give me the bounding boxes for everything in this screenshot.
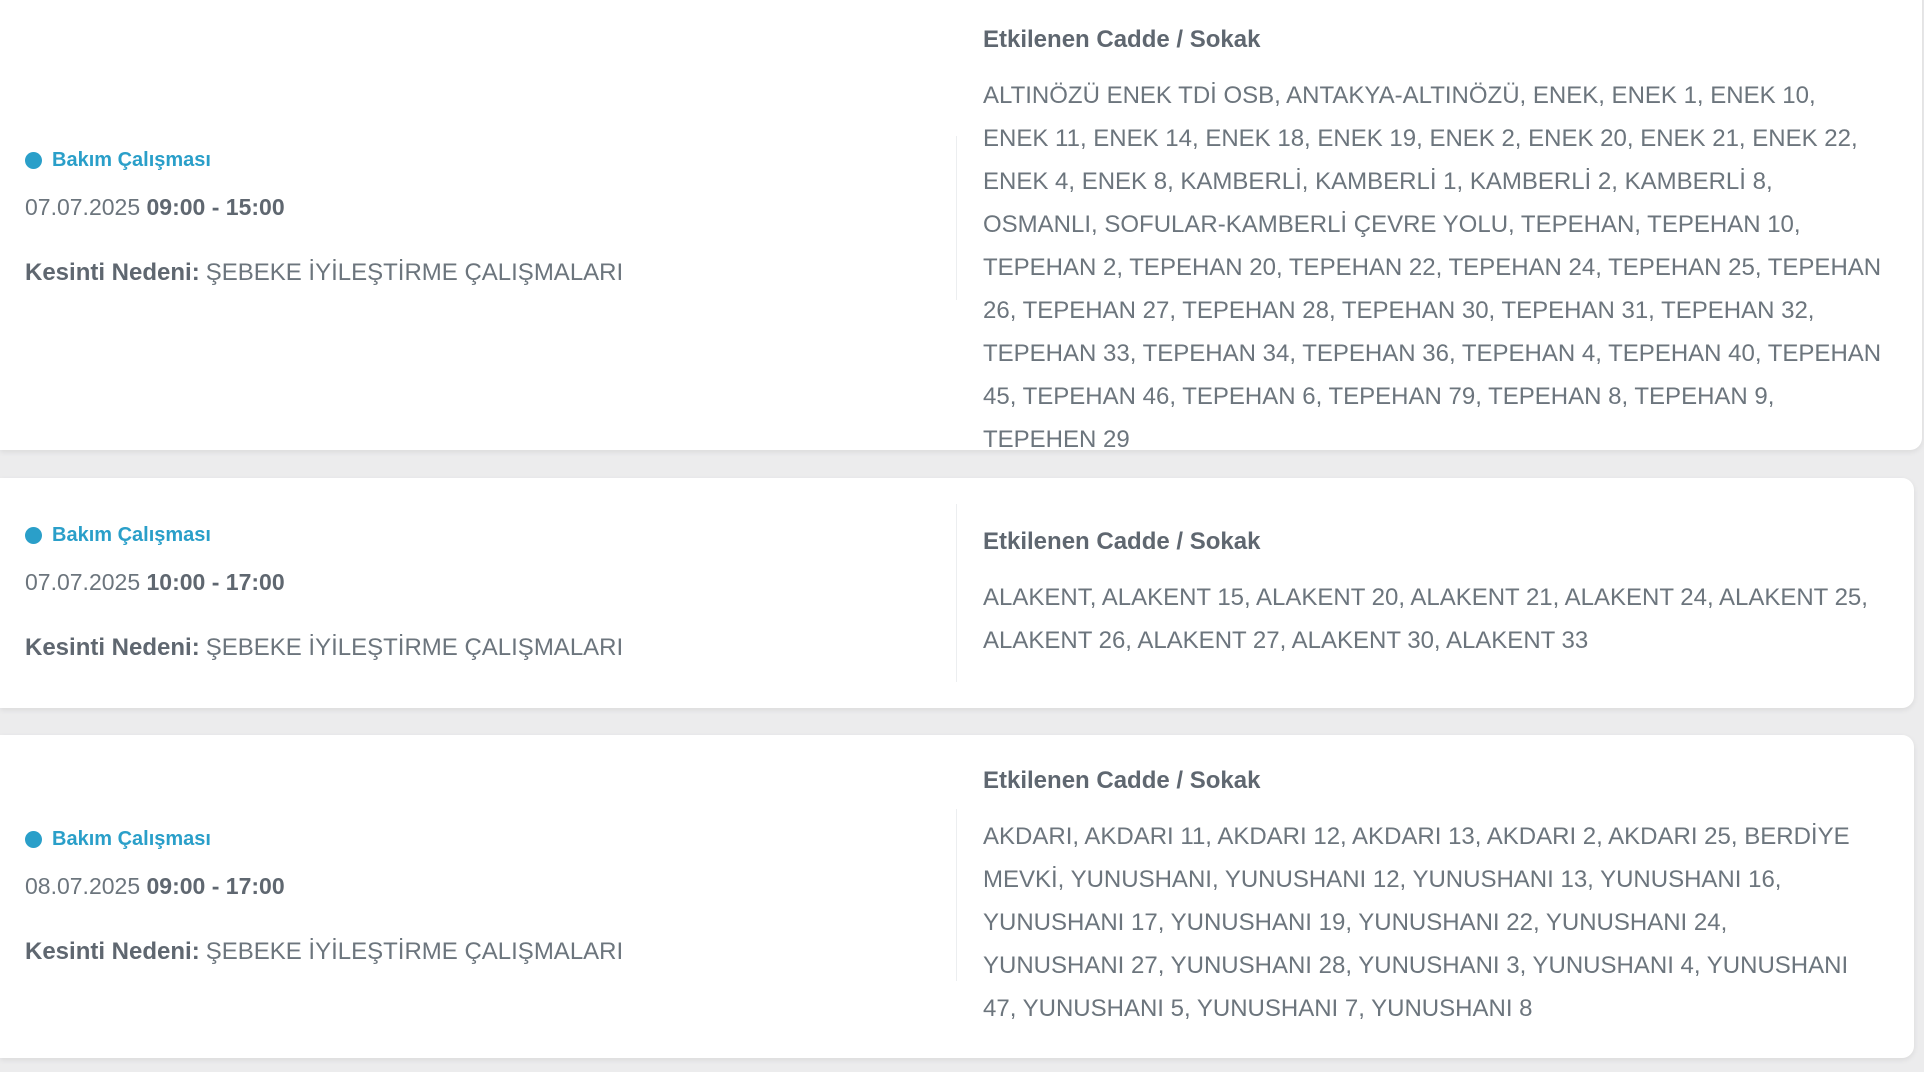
- outage-summary: Bakım Çalışması 07.07.2025 10:00 - 17:00…: [0, 524, 956, 662]
- status-dot-icon: [25, 527, 42, 544]
- reason-label: Kesinti Nedeni:: [25, 259, 200, 286]
- streets-list: ALAKENT, ALAKENT 15, ALAKENT 20, ALAKENT…: [983, 584, 1868, 654]
- outage-date: 08.07.2025: [25, 872, 141, 899]
- status-dot-icon: [25, 830, 42, 848]
- outage-datetime: 07.07.2025 09:00 - 15:00: [25, 194, 956, 221]
- outage-time: 10:00 - 17:00: [146, 569, 285, 595]
- outage-type-label: Bakım Çalışması: [52, 149, 211, 171]
- reason-value: ŞEBEKE İYİLEŞTİRME ÇALIŞMALARI: [205, 259, 624, 286]
- outage-reason: Kesinti Nedeni: ŞEBEKE İYİLEŞTİRME ÇALIŞM…: [25, 259, 956, 287]
- outage-date: 07.07.2025: [25, 194, 141, 220]
- outage-card: Bakım Çalışması 07.07.2025 09:00 - 15:00…: [0, 0, 1922, 453]
- streets-list: AKDARI, AKDARI 11, AKDARI 12, AKDARI 13,…: [983, 823, 1850, 1022]
- outage-type-label: Bakım Çalışması: [52, 524, 211, 546]
- affected-streets: Etkilenen Cadde / Sokak ALTINÖZÜ ENEK TD…: [983, 26, 1882, 461]
- divider: [956, 809, 957, 981]
- outage-time: 09:00 - 17:00: [146, 872, 285, 899]
- outage-type-badge: Bakım Çalışması: [25, 828, 956, 851]
- outage-card: Bakım Çalışması 07.07.2025 10:00 - 17:00…: [0, 478, 1914, 708]
- reason-value: ŞEBEKE İYİLEŞTİRME ÇALIŞMALARI: [205, 937, 624, 965]
- outage-time: 09:00 - 15:00: [146, 194, 285, 220]
- affected-streets: Etkilenen Cadde / Sokak AKDARI, AKDARI 1…: [983, 767, 1874, 1030]
- outage-card: Bakım Çalışması 08.07.2025 09:00 - 17:00…: [0, 735, 1914, 1058]
- outage-summary: Bakım Çalışması 07.07.2025 09:00 - 15:00…: [0, 149, 956, 287]
- outage-datetime: 08.07.2025 09:00 - 17:00: [25, 873, 956, 900]
- outage-summary: Bakım Çalışması 08.07.2025 09:00 - 17:00…: [0, 828, 956, 966]
- reason-value: ŞEBEKE İYİLEŞTİRME ÇALIŞMALARI: [205, 634, 624, 661]
- outage-reason: Kesinti Nedeni: ŞEBEKE İYİLEŞTİRME ÇALIŞM…: [25, 634, 956, 662]
- streets-title: Etkilenen Cadde / Sokak: [983, 528, 1261, 555]
- divider: [956, 136, 957, 300]
- outage-datetime: 07.07.2025 10:00 - 17:00: [25, 569, 956, 596]
- reason-label: Kesinti Nedeni:: [25, 634, 200, 661]
- streets-list: ALTINÖZÜ ENEK TDİ OSB, ANTAKYA-ALTINÖZÜ,…: [983, 82, 1882, 453]
- outage-type-badge: Bakım Çalışması: [25, 149, 956, 172]
- outage-type-label: Bakım Çalışması: [52, 827, 211, 850]
- reason-label: Kesinti Nedeni:: [25, 937, 200, 965]
- outage-date: 07.07.2025: [25, 569, 141, 595]
- streets-title: Etkilenen Cadde / Sokak: [983, 26, 1261, 53]
- status-dot-icon: [25, 152, 42, 169]
- divider: [956, 504, 957, 682]
- affected-streets: Etkilenen Cadde / Sokak ALAKENT, ALAKENT…: [983, 528, 1874, 662]
- streets-title: Etkilenen Cadde / Sokak: [983, 767, 1261, 794]
- outage-type-badge: Bakım Çalışması: [25, 524, 956, 547]
- outage-reason: Kesinti Nedeni: ŞEBEKE İYİLEŞTİRME ÇALIŞM…: [25, 938, 956, 966]
